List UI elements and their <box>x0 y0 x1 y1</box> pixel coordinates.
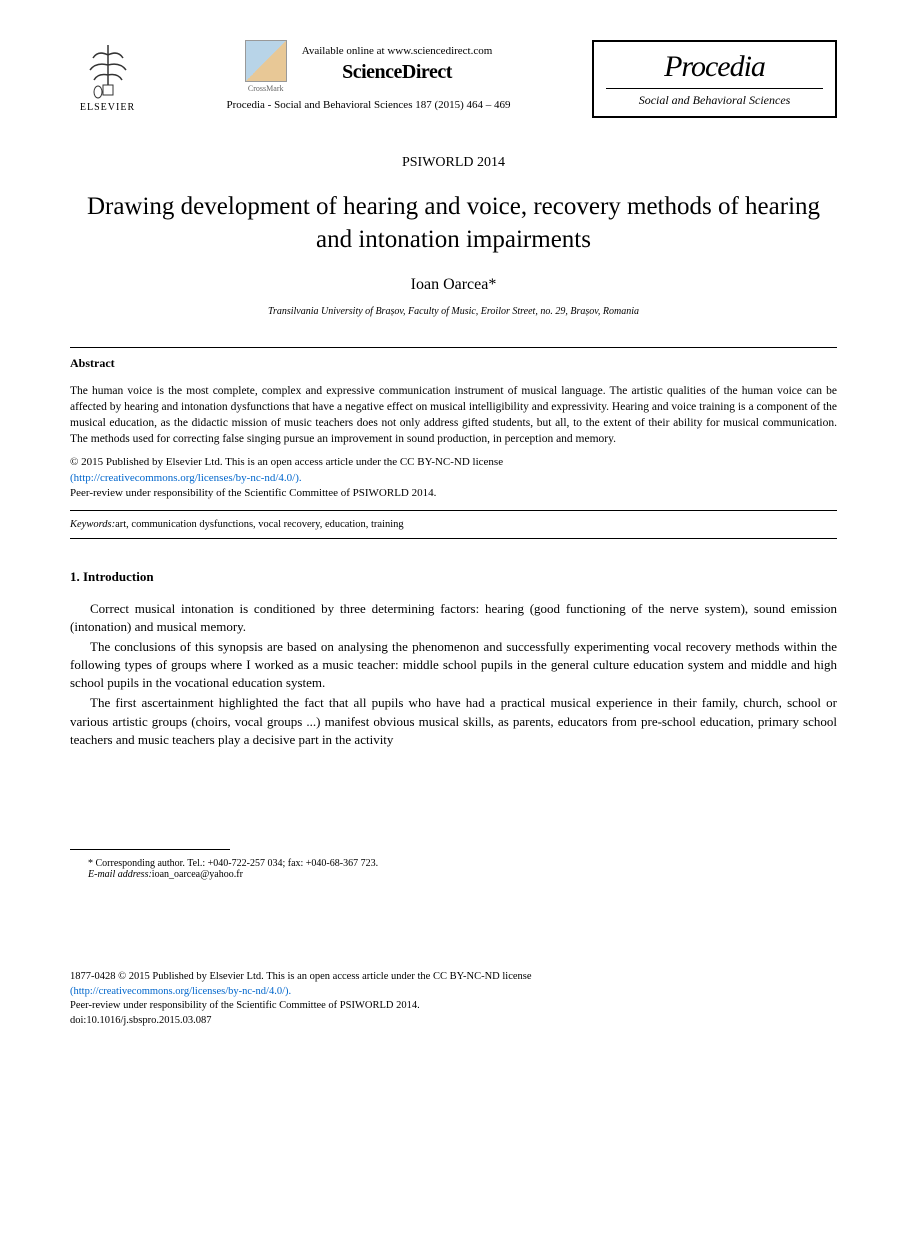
page-header: ELSEVIER CrossMark Available online at w… <box>70 40 837 125</box>
footnote-divider <box>70 849 230 850</box>
email-address: ioan_oarcea@yahoo.fr <box>152 869 243 880</box>
copyright-line: © 2015 Published by Elsevier Ltd. This i… <box>70 456 503 468</box>
page-footer: 1877-0428 © 2015 Published by Elsevier L… <box>70 970 837 1029</box>
abstract-text: The human voice is the most complete, co… <box>70 383 837 447</box>
keywords-line: Keywords:art, communication dysfunctions… <box>70 519 837 530</box>
footer-license-link[interactable]: (http://creativecommons.org/licenses/by-… <box>70 986 291 997</box>
author-name: Ioan Oarcea* <box>70 276 837 294</box>
keywords-text: art, communication dysfunctions, vocal r… <box>115 519 404 530</box>
elsevier-tree-icon <box>78 40 138 100</box>
available-online-text: Available online at www.sciencedirect.co… <box>302 45 493 57</box>
crossmark-label: CrossMark <box>245 84 287 93</box>
abstract-copyright: © 2015 Published by Elsevier Ltd. This i… <box>70 455 837 501</box>
footer-peer-review: Peer-review under responsibility of the … <box>70 1000 420 1011</box>
divider-bottom <box>70 538 837 539</box>
license-link[interactable]: (http://creativecommons.org/licenses/by-… <box>70 472 302 484</box>
procedia-subtitle: Social and Behavioral Sciences <box>606 93 823 108</box>
author-affiliation: Transilvania University of Brașov, Facul… <box>70 306 837 317</box>
elsevier-label: ELSEVIER <box>80 102 135 113</box>
peer-review-text: Peer-review under responsibility of the … <box>70 487 436 499</box>
sciencedirect-logo: ScienceDirect <box>302 61 493 84</box>
email-label: E-mail address: <box>88 869 152 880</box>
journal-citation: Procedia - Social and Behavioral Science… <box>155 99 582 111</box>
intro-para-1: Correct musical intonation is conditione… <box>70 600 837 636</box>
procedia-title: Procedia <box>606 50 823 89</box>
header-center: CrossMark Available online at www.scienc… <box>145 40 592 111</box>
crossmark-icon <box>245 40 287 82</box>
crossmark-badge[interactable]: CrossMark <box>245 40 287 93</box>
elsevier-logo: ELSEVIER <box>70 40 145 125</box>
footer-issn: 1877-0428 © 2015 Published by Elsevier L… <box>70 971 532 982</box>
footer-doi: doi:10.1016/j.sbspro.2015.03.087 <box>70 1015 211 1026</box>
intro-para-3: The first ascertainment highlighted the … <box>70 694 837 749</box>
divider-top <box>70 347 837 348</box>
introduction-heading: 1. Introduction <box>70 569 837 585</box>
email-footnote: E-mail address:ioan_oarcea@yahoo.fr <box>70 869 837 880</box>
divider-mid <box>70 510 837 511</box>
corresponding-author-footnote: * Corresponding author. Tel.: +040-722-2… <box>70 858 837 869</box>
conference-name: PSIWORLD 2014 <box>70 155 837 171</box>
article-title: Drawing development of hearing and voice… <box>70 191 837 256</box>
intro-para-2: The conclusions of this synopsis are bas… <box>70 638 837 693</box>
procedia-box: Procedia Social and Behavioral Sciences <box>592 40 837 118</box>
abstract-heading: Abstract <box>70 356 837 371</box>
keywords-label: Keywords: <box>70 519 115 530</box>
